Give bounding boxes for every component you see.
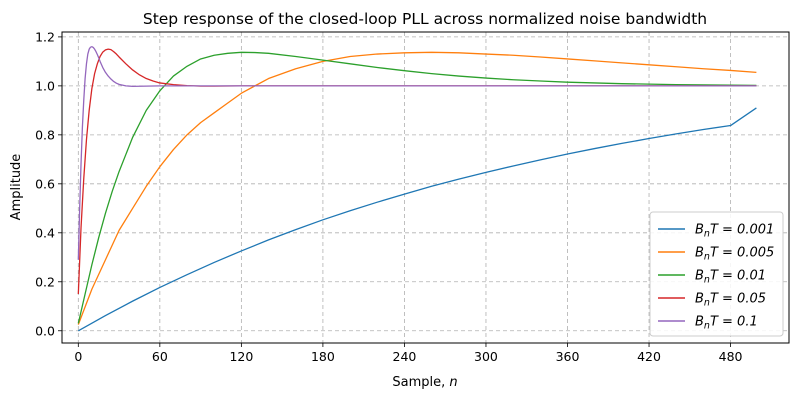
- x-axis-label-text: Sample,: [392, 375, 449, 390]
- y-tick-label: 0.8: [35, 127, 55, 142]
- x-tick-label: 120: [229, 349, 253, 364]
- y-axis-label: Amplitude: [9, 154, 24, 221]
- legend-label-4: BnT = 0.1: [695, 315, 758, 332]
- x-tick-label: 240: [393, 349, 417, 364]
- series-line-2: [77, 51, 757, 324]
- y-tick-label: 0.6: [35, 176, 55, 191]
- x-axis-label: Sample, n: [392, 375, 457, 390]
- x-tick-label: 0: [74, 349, 82, 364]
- x-tick-label: 360: [556, 349, 580, 364]
- x-tick-label: 480: [719, 349, 743, 364]
- legend-label-0: BnT = 0.001: [695, 223, 774, 240]
- series-lines: [77, 46, 757, 332]
- chart-title: Step response of the closed-loop PLL acr…: [143, 10, 707, 28]
- legend: BnT = 0.001 BnT = 0.005 BnT = 0.01 BnT = 0.…: [649, 211, 784, 337]
- y-tick-label: 1.0: [35, 78, 55, 93]
- y-tick-label: 0.0: [35, 323, 55, 338]
- x-axis-ticks: 0 60 120 180 240 300 360 420 480: [74, 343, 743, 364]
- series-line-0: [77, 107, 757, 332]
- plot-frame: [61, 31, 790, 344]
- x-tick-label: 420: [637, 349, 661, 364]
- legend-label-3: BnT = 0.05: [695, 292, 766, 309]
- x-tick-label: 300: [474, 349, 498, 364]
- y-axis-ticks: 0.0 0.2 0.4 0.6 0.8 1.0 1.2: [35, 29, 62, 338]
- y-tick-label: 0.2: [35, 274, 55, 289]
- x-tick-label: 180: [311, 349, 335, 364]
- x-tick-label: 60: [152, 349, 168, 364]
- x-axis-label-variable: n: [449, 375, 457, 390]
- legend-frame: [649, 211, 784, 337]
- series-line-1: [77, 51, 757, 325]
- y-tick-label: 0.4: [35, 225, 55, 240]
- series-line-4: [77, 46, 757, 260]
- y-tick-label: 1.2: [35, 29, 55, 44]
- legend-label-1: BnT = 0.005: [695, 246, 774, 263]
- legend-label-2: BnT = 0.01: [695, 269, 766, 286]
